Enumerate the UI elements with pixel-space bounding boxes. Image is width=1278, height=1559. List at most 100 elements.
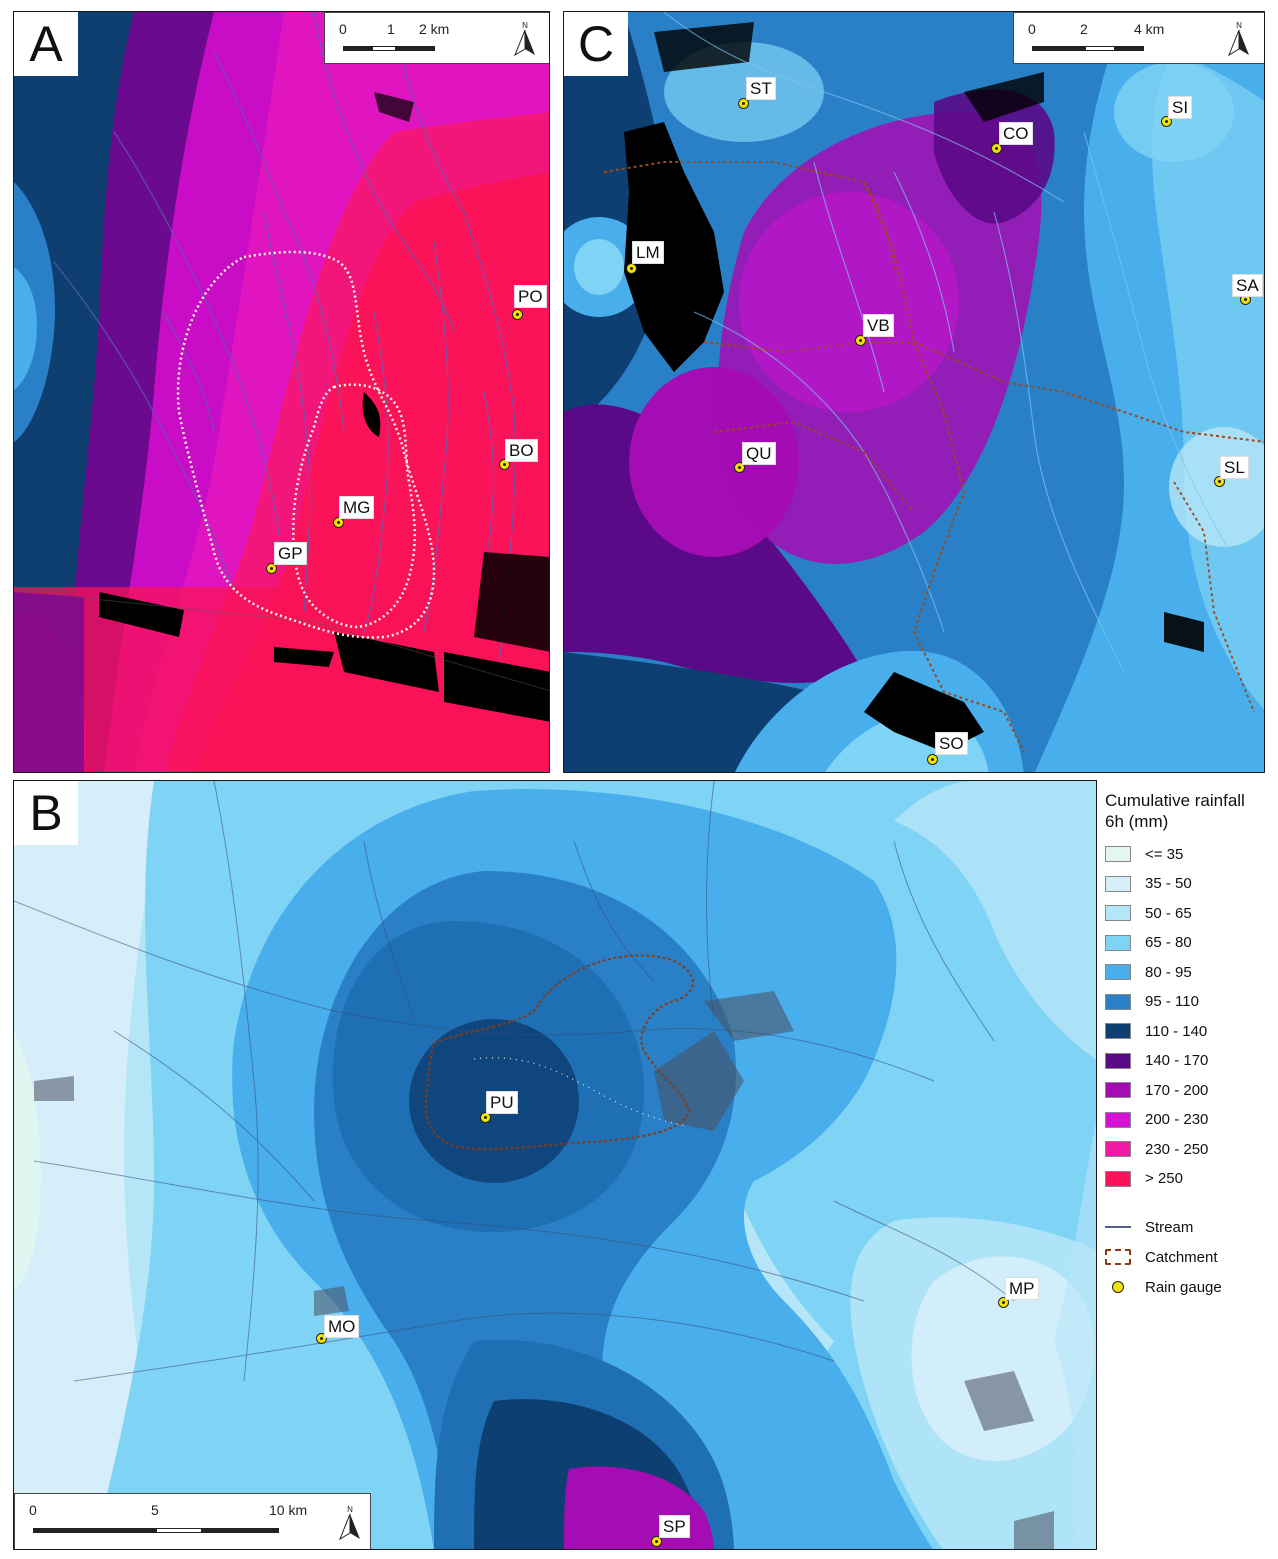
rain-gauge-icon: [855, 335, 866, 346]
gauge-label-gp: GP: [274, 542, 307, 565]
legend-color-swatch: [1105, 1111, 1131, 1128]
rain-gauge-icon: [927, 754, 938, 765]
panel-label-a: A: [14, 12, 78, 76]
gauge-label-po: PO: [514, 285, 547, 308]
scale-segment: [33, 1528, 157, 1533]
rain-gauge-icon: [316, 1333, 327, 1344]
rain-gauge-icon: [1161, 116, 1172, 127]
gauge-label-si: SI: [1168, 96, 1193, 119]
legend-class-label: 140 - 170: [1145, 1052, 1209, 1069]
rainfall-map-c: [564, 12, 1264, 772]
stream-line-icon: [1105, 1219, 1131, 1235]
north-arrow-icon: N: [338, 1505, 360, 1541]
scale-tick-1: 5: [151, 1502, 159, 1518]
scale-segment: [1114, 46, 1144, 51]
scale-bar-a: 0 1 2 km N: [324, 12, 549, 64]
legend-class-label: 200 - 230: [1145, 1111, 1209, 1128]
legend-color-swatch: [1105, 875, 1131, 892]
rain-gauge-icon: [499, 459, 510, 470]
gauge-label-pu: PU: [486, 1091, 518, 1114]
legend-label: Catchment: [1145, 1248, 1218, 1266]
scale-tick-2: 4 km: [1134, 21, 1165, 37]
legend-item-class: > 250: [1105, 1168, 1183, 1190]
rain-gauge-icon: [1105, 1279, 1131, 1295]
scale-tick-0: 0: [29, 1502, 37, 1518]
legend-color-swatch: [1105, 964, 1131, 980]
rainfall-map-b: [14, 781, 1096, 1549]
legend-color-swatch: [1105, 1141, 1131, 1157]
scale-tick-0: 0: [1028, 21, 1036, 37]
scale-segment: [1032, 46, 1086, 51]
legend-class-label: > 250: [1145, 1170, 1183, 1187]
gauge-label-mo: MO: [324, 1315, 360, 1338]
legend-color-swatch: [1105, 1170, 1131, 1187]
gauge-label-sa: SA: [1232, 274, 1263, 297]
legend-class-label: 35 - 50: [1145, 875, 1192, 892]
gauge-label-sl: SL: [1220, 456, 1249, 479]
legend-title: Cumulative rainfall 6h (mm): [1105, 791, 1245, 831]
legend-class-label: 50 - 65: [1145, 904, 1192, 922]
legend-item-class: 110 - 140: [1105, 1020, 1207, 1042]
scale-tick-0: 0: [339, 21, 347, 37]
map-panel-c: C 0 2 4 km N ST SI CO LM SA VB QU SL SO: [563, 11, 1265, 773]
north-arrow-icon: N: [513, 21, 535, 57]
rain-gauge-icon: [1214, 476, 1225, 487]
legend-color-swatch: [1105, 846, 1131, 862]
catchment-outline-icon: [1105, 1249, 1131, 1265]
rain-gauge-icon: [998, 1297, 1009, 1308]
scale-tick-1: 2: [1080, 21, 1088, 37]
legend-item-class: 140 - 170: [1105, 1050, 1208, 1072]
legend-color-swatch: [1105, 993, 1131, 1010]
svg-text:N: N: [522, 21, 528, 30]
map-legend: Cumulative rainfall 6h (mm) <= 35 35 - 50…: [1097, 780, 1265, 1550]
legend-class-label: 65 - 80: [1145, 934, 1192, 951]
legend-item-class: 80 - 95: [1105, 961, 1192, 983]
scale-segment: [343, 46, 373, 51]
gauge-label-so: SO: [935, 732, 968, 755]
map-panel-a: A 0 1 2 km N PO BO MG GP: [13, 11, 550, 773]
scale-tick-1: 1: [387, 21, 395, 37]
rain-gauge-icon: [738, 98, 749, 109]
scale-segment: [201, 1528, 279, 1533]
legend-item-class: 170 - 200: [1105, 1079, 1208, 1101]
svg-text:N: N: [347, 1505, 353, 1514]
legend-class-label: 95 - 110: [1145, 993, 1199, 1010]
north-arrow-icon: N: [1227, 21, 1249, 57]
legend-item-catchment: Catchment: [1105, 1246, 1218, 1268]
rain-gauge-icon: [333, 517, 344, 528]
gauge-label-lm: LM: [632, 241, 664, 264]
svg-text:N: N: [1236, 21, 1242, 30]
rain-gauge-icon: [651, 1536, 662, 1547]
rain-gauge-icon: [991, 143, 1002, 154]
legend-item-class: 230 - 250: [1105, 1138, 1208, 1160]
panel-label-c: C: [564, 12, 628, 76]
rainfall-map-a: [14, 12, 549, 772]
legend-color-swatch: [1105, 934, 1131, 951]
legend-color-swatch: [1105, 1052, 1131, 1069]
rain-gauge-icon: [512, 309, 523, 320]
scale-bar-b: 0 5 10 km N: [14, 1493, 371, 1549]
legend-color-swatch: [1105, 1082, 1131, 1098]
scale-segment: [1085, 46, 1115, 51]
map-panel-b: B 0 5 10 km N PU MO MP SP: [13, 780, 1097, 1550]
legend-color-swatch: [1105, 1023, 1131, 1039]
scale-segment: [395, 46, 435, 51]
scale-tick-2: 2 km: [419, 21, 450, 37]
gauge-label-bo: BO: [505, 439, 538, 462]
legend-item-rain-gauge: Rain gauge: [1105, 1276, 1222, 1298]
scale-tick-2: 10 km: [269, 1502, 308, 1518]
legend-label: Rain gauge: [1145, 1278, 1222, 1296]
legend-item-class: 200 - 230: [1105, 1109, 1208, 1131]
legend-item-class: 50 - 65: [1105, 902, 1192, 924]
legend-class-label: 230 - 250: [1145, 1140, 1209, 1158]
gauge-label-mp: MP: [1005, 1277, 1039, 1300]
gauge-label-st: ST: [746, 77, 776, 100]
rain-gauge-icon: [734, 462, 745, 473]
rain-gauge-icon: [480, 1112, 491, 1123]
gauge-label-qu: QU: [742, 442, 776, 465]
legend-class-label: 110 - 140: [1145, 1022, 1208, 1040]
scale-segment: [156, 1528, 202, 1533]
panel-label-b: B: [14, 781, 78, 845]
legend-item-stream: Stream: [1105, 1216, 1193, 1238]
rain-gauge-icon: [626, 263, 637, 274]
